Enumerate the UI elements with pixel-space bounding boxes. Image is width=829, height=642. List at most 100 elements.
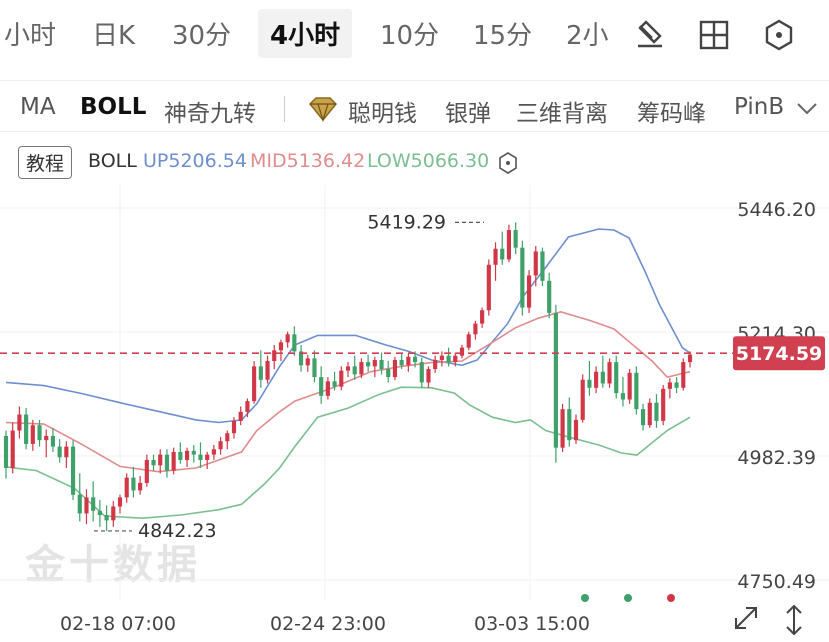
candle [386, 369, 391, 378]
x-tick-label: 03-03 15:00 [474, 613, 590, 635]
tab-2h[interactable]: 2小 [566, 21, 609, 51]
x-tick-label: 02-24 23:00 [270, 613, 386, 635]
indicator-separator [284, 96, 285, 122]
candle [453, 355, 458, 363]
layout-grid-icon[interactable] [697, 18, 731, 52]
candle [144, 459, 149, 483]
event-marker-dot [667, 594, 675, 602]
chevron-down-icon[interactable] [796, 102, 818, 116]
candle [392, 359, 398, 378]
candle [480, 310, 485, 324]
candle [520, 247, 525, 308]
candle [30, 425, 35, 444]
candle [151, 459, 156, 466]
candle [446, 355, 451, 363]
candle [513, 230, 518, 248]
candles [3, 222, 693, 531]
indicator-ma[interactable]: MA [20, 94, 56, 120]
candle [117, 497, 123, 507]
candle [205, 454, 210, 460]
current-price-tag [733, 336, 825, 371]
candle [91, 497, 96, 511]
candle [57, 446, 62, 458]
candle [547, 280, 552, 313]
candle [325, 381, 330, 396]
candle [265, 361, 270, 380]
candle [178, 451, 183, 460]
candle [84, 497, 89, 514]
settings-icon[interactable] [762, 18, 796, 52]
candle [278, 342, 284, 351]
candle [687, 354, 693, 363]
candle [654, 402, 659, 421]
tab-15m[interactable]: 15分 [473, 21, 533, 51]
candle [319, 377, 324, 396]
candle [184, 450, 190, 460]
tab-10m[interactable]: 10分 [380, 21, 440, 51]
candle [681, 362, 686, 388]
candle [131, 477, 136, 491]
candle [439, 355, 444, 360]
candle [466, 334, 471, 348]
legend-mid: MID5136.42 [250, 150, 366, 172]
timeframe-bar: 小时 日K 30分 4小时 10分 15分 2小 [0, 0, 829, 72]
candle [231, 420, 237, 434]
settings-icon[interactable] [498, 152, 518, 174]
candle [580, 379, 585, 420]
indicator-chip-peak[interactable]: 筹码峰 [637, 101, 706, 127]
drawing-tool-icon[interactable] [632, 18, 666, 52]
candle [667, 382, 672, 389]
tutorial-button[interactable]: 教程 [18, 146, 73, 179]
indicator-pinbar[interactable]: PinB [734, 94, 785, 120]
candle [573, 419, 579, 441]
candle [372, 359, 377, 367]
candle [600, 371, 605, 384]
tab-1h[interactable]: 小时 [4, 21, 57, 51]
indicator-divergence[interactable]: 三维背离 [516, 101, 608, 127]
candle [627, 372, 632, 400]
candle [567, 409, 572, 441]
x-tick-label: 02-18 07:00 [60, 613, 176, 635]
indicator-silver-bullet[interactable]: 银弹 [445, 101, 491, 127]
candle [10, 430, 15, 468]
candle [64, 446, 69, 458]
candle [406, 356, 411, 366]
candle [412, 356, 418, 363]
candle [312, 358, 317, 378]
candle [419, 362, 424, 383]
candle [339, 370, 344, 387]
candle [104, 515, 109, 521]
candle [225, 433, 230, 442]
candle [198, 454, 203, 460]
candle [506, 230, 512, 260]
boll-lower-band [5, 386, 691, 520]
candle [359, 362, 364, 375]
indicator-boll[interactable]: BOLL [80, 94, 147, 120]
legend-up: UP5206.54 [143, 150, 247, 172]
candle [252, 366, 257, 402]
candle [459, 347, 465, 356]
candle [191, 450, 196, 455]
candle [111, 506, 116, 521]
candle [24, 414, 29, 444]
legend-boll-label: BOLL [88, 150, 137, 172]
candle [138, 482, 143, 491]
candle [77, 494, 82, 514]
tab-daily[interactable]: 日K [92, 21, 136, 51]
vertical-resize-icon[interactable] [782, 604, 806, 636]
candle [560, 409, 565, 448]
indicator-smart-money[interactable]: 聪明钱 [348, 101, 417, 127]
y-tick-label: 4982.39 [737, 447, 816, 469]
indicator-magic-nine[interactable]: 神奇九转 [164, 101, 256, 127]
candle [647, 402, 652, 426]
indicator-bar: MA BOLL 神奇九转 聪明钱 银弹 三维背离 筹码峰 PinB [0, 82, 829, 132]
candle [164, 454, 170, 471]
event-marker-dot [624, 594, 632, 602]
expand-icon[interactable] [732, 604, 760, 632]
tab-30m[interactable]: 30分 [172, 21, 232, 51]
candle [298, 351, 304, 366]
boll-bands [5, 228, 691, 520]
tab-4h[interactable]: 4小时 [258, 9, 353, 58]
